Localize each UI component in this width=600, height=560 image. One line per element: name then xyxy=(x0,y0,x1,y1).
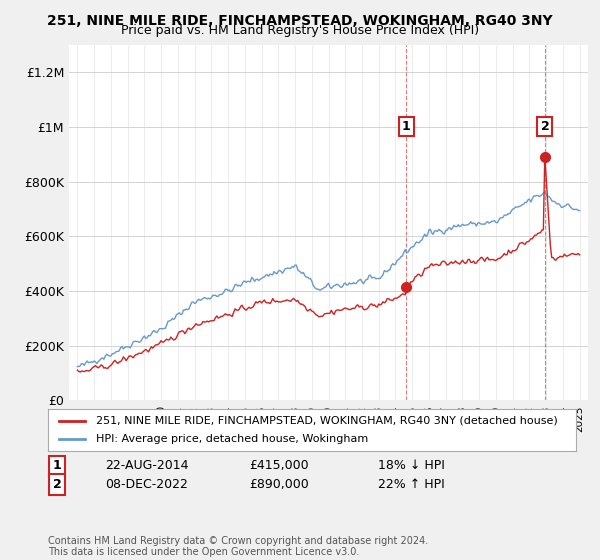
Text: 251, NINE MILE RIDE, FINCHAMPSTEAD, WOKINGHAM, RG40 3NY: 251, NINE MILE RIDE, FINCHAMPSTEAD, WOKI… xyxy=(47,14,553,28)
Text: £415,000: £415,000 xyxy=(249,459,308,473)
Text: 22-AUG-2014: 22-AUG-2014 xyxy=(105,459,188,473)
Text: HPI: Average price, detached house, Wokingham: HPI: Average price, detached house, Woki… xyxy=(95,434,368,444)
Text: Price paid vs. HM Land Registry's House Price Index (HPI): Price paid vs. HM Land Registry's House … xyxy=(121,24,479,37)
Text: 251, NINE MILE RIDE, FINCHAMPSTEAD, WOKINGHAM, RG40 3NY (detached house): 251, NINE MILE RIDE, FINCHAMPSTEAD, WOKI… xyxy=(95,416,557,426)
Text: 1: 1 xyxy=(53,459,61,473)
Text: 2: 2 xyxy=(53,478,61,491)
Text: 18% ↓ HPI: 18% ↓ HPI xyxy=(378,459,445,473)
Text: 1: 1 xyxy=(402,120,411,133)
Text: 08-DEC-2022: 08-DEC-2022 xyxy=(105,478,188,491)
Text: Contains HM Land Registry data © Crown copyright and database right 2024.
This d: Contains HM Land Registry data © Crown c… xyxy=(48,535,428,557)
Text: £890,000: £890,000 xyxy=(249,478,309,491)
Text: 22% ↑ HPI: 22% ↑ HPI xyxy=(378,478,445,491)
Text: 2: 2 xyxy=(541,120,550,133)
